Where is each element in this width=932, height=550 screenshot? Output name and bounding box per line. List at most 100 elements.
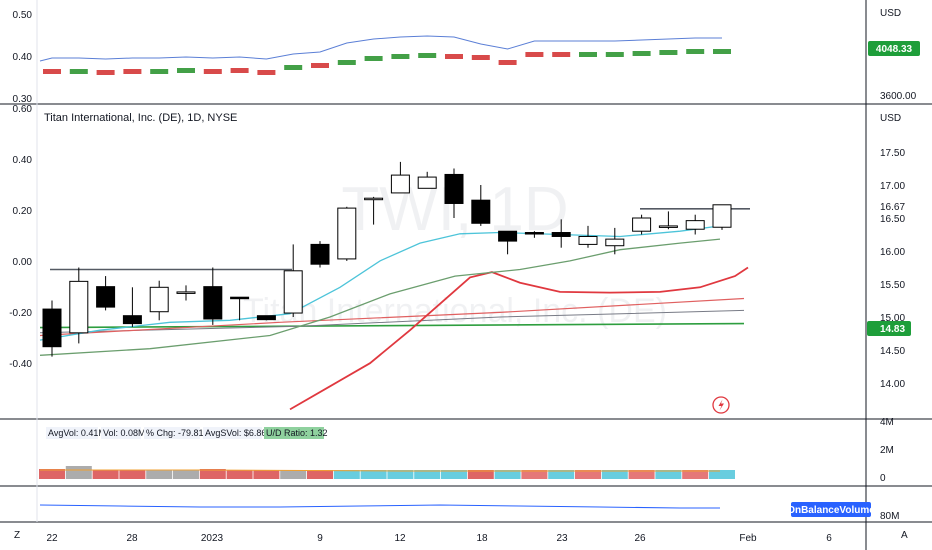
time-tick: 12 — [394, 533, 406, 544]
obv-axis-tick: 80M — [880, 511, 899, 522]
stat-vol: Vol: 0.08M — [103, 428, 146, 438]
time-tick: 23 — [556, 533, 568, 544]
volume-bar — [173, 470, 199, 479]
top-pane-bar — [632, 51, 651, 56]
time-tick: 2023 — [201, 533, 224, 544]
stat-ud-ratio: U/D Ratio: 1.32 — [266, 428, 328, 438]
left-axis-tick: -0.20 — [9, 308, 32, 319]
volume-stats: AvgVol: 0.41M Vol: 0.08M % Chg: -79.81% … — [46, 427, 328, 439]
top-pane-bar — [203, 69, 222, 74]
price-axis-unit: USD — [880, 113, 901, 124]
volume-axis-tick: 2M — [880, 445, 894, 456]
candle-body — [149, 286, 169, 313]
top-left-axis: 0.50 0.40 0.30 — [13, 10, 33, 105]
candle-body — [712, 204, 732, 228]
top-pane-bar — [177, 68, 195, 73]
volume-bar — [307, 470, 333, 479]
left-axis-tick: 0.60 — [13, 104, 33, 115]
top-pane-bar — [337, 60, 356, 65]
price-axis: 17.50 17.00 16.50 16.00 15.50 15.00 14.50 14.00 — [880, 148, 905, 390]
candles[interactable] — [42, 161, 732, 357]
volume-axis-tick: 0 — [880, 473, 886, 484]
candle-body — [471, 199, 491, 224]
time-tick: Feb — [739, 533, 757, 544]
stat-avgsvol: AvgSVol: $6.86M — [205, 428, 274, 438]
time-tick: 6 — [826, 533, 832, 544]
obv-label: OnBalanceVolume — [787, 505, 875, 516]
obv-pane — [39, 504, 720, 509]
ma-200-line — [39, 322, 745, 329]
top-pane-bar — [579, 52, 597, 57]
corner-left-button[interactable]: Z — [14, 530, 21, 541]
top-pane-bar — [257, 70, 276, 75]
top-pane-bar — [69, 69, 88, 74]
stat-chg: % Chg: -79.81% — [146, 428, 212, 438]
top-pane[interactable] — [39, 35, 731, 75]
volume-bar — [494, 470, 521, 479]
candle-body — [42, 308, 62, 348]
top-pane-bar — [471, 55, 490, 60]
moving-averages — [39, 208, 750, 411]
candle-body — [203, 286, 223, 320]
top-pane-bar — [605, 52, 624, 57]
candle-body — [230, 296, 250, 300]
ma-price-tag: 14.83 — [867, 321, 911, 336]
price-tick: 16.50 — [880, 214, 905, 225]
top-pane-bar — [498, 60, 517, 65]
bolt-icon[interactable] — [712, 396, 730, 414]
symbol-title: Titan International, Inc. (DE), 1D, NYSE — [44, 112, 237, 124]
candle-body — [632, 217, 652, 232]
top-left-axis-tick: 0.50 — [13, 10, 33, 21]
left-axis-main: 0.60 0.40 0.20 0.00 -0.20 -0.40 — [9, 104, 32, 370]
left-axis-tick: -0.40 — [9, 359, 32, 370]
volume-bar — [414, 470, 441, 479]
ma-red-line — [289, 266, 749, 411]
top-pane-bar — [284, 65, 303, 70]
time-tick: 26 — [634, 533, 646, 544]
ma-price: 14.83 — [880, 324, 905, 335]
top-pane-value-tag: 4048.33 — [868, 41, 920, 56]
top-pane-bar — [150, 69, 169, 74]
price-tick: 17.50 — [880, 148, 905, 159]
candle-body — [551, 232, 571, 237]
top-pane-low-tick: 3600.00 — [880, 91, 917, 102]
volume-bar — [548, 470, 575, 479]
ma-grey-line — [39, 309, 745, 334]
top-pane-bar — [659, 50, 678, 55]
candle-body — [283, 270, 303, 314]
ma-slow-red-line — [39, 297, 745, 337]
candle-body — [578, 235, 598, 245]
top-pane-bar — [364, 56, 383, 61]
candle-body — [256, 315, 276, 321]
candle-body — [605, 238, 625, 247]
candle-body — [685, 220, 705, 230]
candle-body — [524, 232, 544, 235]
left-axis-tick: 0.40 — [13, 155, 33, 166]
top-pane-bar — [230, 68, 249, 73]
candle-body — [417, 176, 437, 189]
top-pane-value: 4048.33 — [876, 44, 913, 55]
volume-bar — [333, 470, 360, 479]
volume-bars — [39, 466, 735, 479]
top-pane-bar — [418, 53, 437, 58]
top-pane-bar — [525, 52, 544, 57]
volume-bar — [146, 470, 173, 479]
time-tick: 28 — [126, 533, 138, 544]
top-pane-bar — [445, 54, 463, 59]
top-pane-bar — [123, 69, 142, 74]
volume-axis: 4M 2M 0 — [880, 417, 894, 484]
obv-label-tag: OnBalanceVolume — [787, 502, 875, 517]
price-tick: 17.00 — [880, 181, 905, 192]
time-tick: 9 — [317, 533, 323, 544]
volume-bar — [441, 470, 467, 479]
corner-right-button[interactable]: A — [901, 530, 908, 541]
candle-body — [310, 243, 330, 265]
volume-axis-tick: 4M — [880, 417, 894, 428]
candle-body — [444, 173, 464, 204]
volume-bar — [280, 470, 307, 479]
candle-body — [498, 230, 518, 242]
price-tick: 14.50 — [880, 346, 905, 357]
candle-body — [337, 207, 357, 260]
obv-line — [39, 504, 720, 509]
